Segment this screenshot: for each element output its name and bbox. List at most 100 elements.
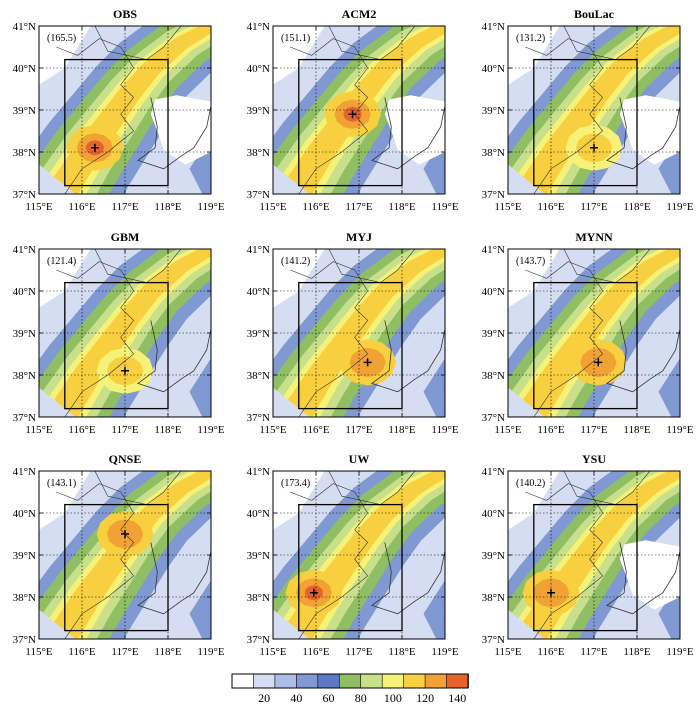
lon-tick-label: 116°E [68, 201, 95, 213]
study-domain-box [533, 503, 638, 632]
field-contour [508, 471, 560, 530]
colorbar-swatch [424, 673, 448, 689]
coastline [606, 542, 680, 615]
lon-tick-label: 117°E [345, 201, 372, 213]
colorbar-label: 40 [290, 691, 302, 705]
max-value-label: (143.7) [516, 256, 545, 267]
max-location-marker [363, 358, 372, 367]
lon-tick-label: 118°E [388, 201, 415, 213]
lon-tick-label: 118°E [388, 646, 415, 658]
max-value-label: (140.2) [516, 478, 545, 489]
lon-tick-label: 115°E [494, 424, 521, 436]
field-contour [523, 249, 680, 417]
coastline [371, 97, 445, 170]
field-contour [508, 26, 560, 85]
lat-tick-label: 41°N [247, 244, 270, 256]
lat-tick-label: 37°N [482, 412, 505, 424]
lon-tick-label: 118°E [154, 201, 181, 213]
lon-tick-label: 116°E [68, 646, 95, 658]
lon-tick-label: 116°E [302, 424, 329, 436]
province-border [56, 483, 135, 639]
lon-tick-label: 115°E [259, 646, 286, 658]
coastline [606, 97, 680, 170]
colorbar-frame [231, 673, 469, 689]
max-value-label: (131.2) [516, 33, 545, 44]
panel-title: BouLac [574, 7, 615, 21]
lon-tick-label: 115°E [25, 646, 52, 658]
lat-tick-label: 40°N [247, 508, 270, 520]
max-location-marker [121, 530, 129, 538]
lon-tick-label: 118°E [154, 424, 181, 436]
colorbar-label: 20 [258, 691, 270, 705]
panel-gbm: GBM (121.4) 37°N 38°N 39°N 40°N 41°N 115°E 116°E… [13, 230, 225, 436]
lat-tick-label: 38°N [13, 592, 36, 604]
lat-tick-label: 40°N [482, 63, 505, 75]
panel-title: MYNN [575, 230, 613, 244]
field-contour [54, 249, 211, 417]
lat-tick-label: 41°N [482, 466, 505, 478]
max-value-label: (121.4) [47, 256, 76, 267]
panel-obs: OBS (165.5) 37°N 38°N 39°N 40°N 41°N 115°E 116°E… [13, 7, 225, 213]
province-border [56, 261, 135, 417]
field-contour [189, 358, 211, 417]
coastline [371, 542, 445, 615]
lon-tick-label: 118°E [623, 424, 650, 436]
bay-area [619, 540, 680, 610]
lat-tick-label: 39°N [247, 328, 270, 340]
study-domain-box [298, 58, 403, 187]
lon-tick-label: 117°E [580, 646, 607, 658]
province-border [525, 483, 604, 639]
lat-tick-label: 39°N [13, 328, 36, 340]
province-border [525, 261, 604, 417]
study-domain-box [533, 58, 638, 187]
panel-qnse: QNSE (143.1) 37°N 38°N 39°N 40°N 41°N 115°E 116°… [13, 452, 225, 658]
lon-tick-label: 117°E [345, 646, 372, 658]
lon-tick-label: 117°E [345, 424, 372, 436]
max-value-label: (173.4) [281, 478, 310, 489]
coastline [371, 320, 445, 393]
lon-tick-label: 119°E [431, 201, 458, 213]
province-border [290, 261, 369, 417]
lon-tick-label: 119°E [197, 424, 224, 436]
colorbar-swatch [403, 673, 426, 689]
study-domain-box [64, 281, 169, 410]
lat-tick-label: 40°N [482, 508, 505, 520]
lon-tick-label: 115°E [494, 201, 521, 213]
lon-tick-label: 119°E [666, 424, 693, 436]
lat-tick-label: 38°N [247, 370, 270, 382]
bay-area [619, 95, 680, 165]
max-location-marker [590, 143, 598, 152]
lat-tick-label: 40°N [13, 508, 36, 520]
lon-tick-label: 116°E [302, 201, 329, 213]
lat-tick-label: 40°N [13, 286, 36, 298]
lat-tick-label: 41°N [13, 466, 36, 478]
field-contour [273, 26, 325, 85]
panel-boulac: BouLac (131.2) 37°N 38°N 39°N 40°N 41°N 115°E 11… [482, 7, 694, 213]
study-domain-box [64, 503, 169, 632]
lat-tick-label: 38°N [247, 592, 270, 604]
coastline [137, 320, 211, 393]
max-value-label: (141.2) [281, 256, 310, 267]
field-contour [508, 249, 560, 308]
lon-tick-label: 115°E [259, 424, 286, 436]
lon-tick-label: 116°E [302, 646, 329, 658]
field-contour [273, 471, 325, 530]
panel-title: ACM2 [342, 7, 377, 21]
max-value-label: (151.1) [281, 33, 310, 44]
lon-tick-label: 115°E [494, 646, 521, 658]
colorbar: 20 40 60 80 100 120 140 [231, 673, 469, 705]
lon-tick-label: 119°E [431, 424, 458, 436]
coastline [606, 320, 680, 393]
panel-title: OBS [113, 7, 137, 21]
lon-tick-label: 116°E [537, 424, 564, 436]
lat-tick-label: 39°N [247, 105, 270, 117]
panel-acm2: ACM2 (151.1) 37°N 38°N 39°N 40°N 41°N 115°E 116°… [247, 7, 459, 213]
lon-tick-label: 119°E [666, 201, 693, 213]
max-value-label: (165.5) [47, 33, 76, 44]
field-contour [189, 580, 211, 639]
field-contour [273, 249, 325, 308]
lat-tick-label: 40°N [13, 63, 36, 75]
lat-tick-label: 40°N [247, 286, 270, 298]
field-contour [288, 249, 445, 417]
